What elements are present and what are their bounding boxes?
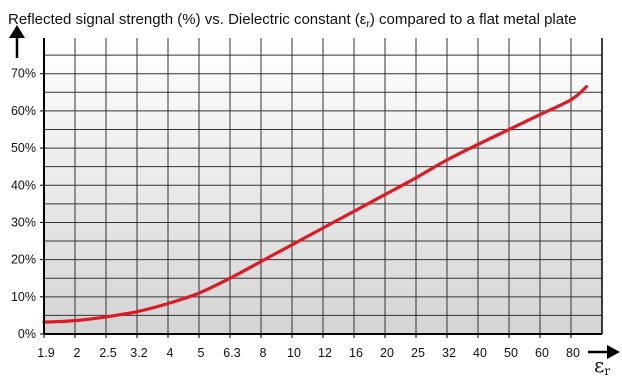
x-tick-labels: 1.9 2 2.5 3.2 4 5 6.3 8 10 12 16 20 25 32 40 50 60 80 (37, 334, 580, 360)
x-tick-label: 60 (535, 346, 549, 360)
x-tick-label: 1.9 (37, 346, 54, 360)
x-tick-label: 8 (260, 346, 267, 360)
y-tick-label: 20% (11, 253, 36, 267)
x-tick-label: 40 (473, 346, 487, 360)
series-group (42, 85, 589, 324)
chart-title-suffix: ) compared to a flat metal plate (370, 11, 577, 28)
y-axis-arrow (9, 25, 25, 58)
y-tick-label: 40% (11, 178, 36, 192)
y-tick-label: 10% (11, 290, 36, 304)
series-line (42, 85, 589, 324)
y-tick-label: 50% (11, 141, 36, 155)
x-axis-label-subscript: r (604, 364, 610, 376)
x-axis-label-symbol: ε (594, 353, 604, 376)
y-tick-label: 0% (18, 327, 36, 341)
x-tick-label: 12 (318, 346, 332, 360)
x-tick-label: 16 (349, 346, 363, 360)
x-tick-label: 32 (442, 346, 456, 360)
y-tick-labels: 0% 10% 20% 30% 40% 50% 60% 70% (11, 67, 44, 341)
grid (44, 38, 603, 334)
x-axis-label: εr (594, 353, 610, 376)
x-tick-label: 2.5 (99, 346, 116, 360)
chart-title-subscript: r (367, 19, 371, 30)
x-tick-label: 3.2 (130, 346, 147, 360)
x-tick-label: 20 (380, 346, 394, 360)
x-tick-label: 80 (566, 346, 580, 360)
y-tick-label: 70% (11, 67, 36, 81)
chart-title-main: Reflected signal strength (%) vs. Dielec… (8, 11, 367, 28)
x-tick-label: 5 (198, 346, 205, 360)
x-tick-label: 10 (287, 346, 301, 360)
x-tick-label: 50 (504, 346, 518, 360)
x-tick-label: 25 (411, 346, 425, 360)
y-tick-label: 60% (11, 104, 36, 118)
y-tick-label: 30% (11, 215, 36, 229)
x-tick-label: 2 (74, 346, 81, 360)
x-tick-label: 6.3 (223, 346, 240, 360)
plot-frame (43, 38, 603, 335)
x-axis-arrow (588, 345, 620, 359)
x-tick-label: 4 (167, 346, 174, 360)
chart-title: Reflected signal strength (%) vs. Dielec… (8, 11, 577, 30)
